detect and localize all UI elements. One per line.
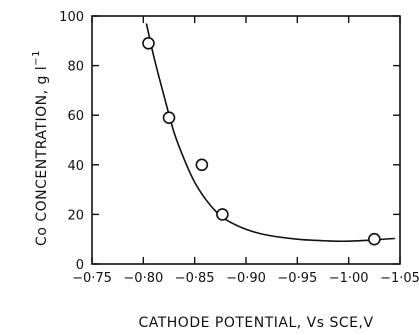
y-axis-title: Co CONCENTRATION, g l−1 (31, 50, 50, 246)
x-tick-label: −0·80 (123, 271, 163, 286)
y-tick-labels: 0 20 40 60 80 100 (59, 10, 84, 273)
y-tick-label: 0 (76, 258, 84, 273)
y-tick-label: 20 (67, 208, 84, 223)
axis-ticks (91, 15, 401, 265)
y-tick-label: 60 (67, 109, 84, 124)
data-point (162, 111, 176, 124)
data-point (368, 232, 381, 246)
x-tick-label: −0·95 (277, 271, 317, 286)
y-axis-title-superscript: −1 (31, 50, 42, 66)
data-points (142, 36, 381, 246)
x-tick-label: −0·85 (175, 271, 215, 286)
y-tick-label: 40 (67, 159, 84, 174)
y-tick-label: 80 (67, 60, 84, 75)
x-tick-labels: −0·75 −0·80 −0·85 −0·90 −0·95 −1·00 −1·05 (72, 271, 419, 286)
data-point (216, 208, 229, 221)
y-axis-title-main: Co CONCENTRATION, g l (34, 66, 50, 246)
x-tick-label: −1·05 (380, 271, 419, 286)
data-point (195, 158, 209, 172)
x-tick-label: −1·00 (329, 271, 369, 286)
data-point (142, 36, 155, 50)
plot-frame (91, 15, 401, 265)
x-tick-label: −0·90 (226, 271, 266, 286)
plot-area (91, 15, 401, 265)
y-tick-label: 100 (59, 10, 84, 25)
x-tick-label: −0·75 (72, 271, 112, 286)
x-axis-title: CATHODE POTENTIAL, Vs SCE,V (138, 315, 373, 331)
fit-curve (145, 23, 395, 243)
